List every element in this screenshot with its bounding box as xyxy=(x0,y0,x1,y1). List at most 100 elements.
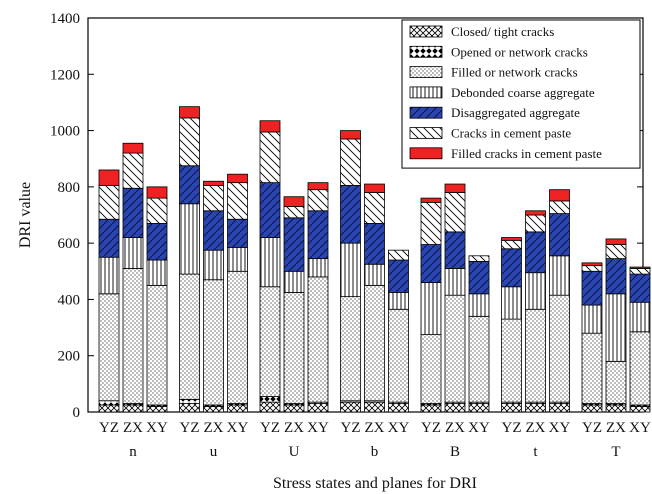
bar-segment xyxy=(468,255,490,262)
x-tick-label: ZX xyxy=(606,420,626,436)
bar-segment xyxy=(179,106,200,119)
bar-segment xyxy=(444,403,466,413)
bar-segment xyxy=(227,182,248,220)
bar-segment xyxy=(259,182,281,238)
bar-segment xyxy=(420,197,442,203)
bar-segment xyxy=(444,268,466,296)
y-tick-label: 400 xyxy=(58,292,81,308)
group-label: U xyxy=(289,444,300,460)
bar-segment xyxy=(501,237,522,241)
bar-segment xyxy=(468,261,490,295)
bar-segment xyxy=(468,315,490,403)
bar-segment xyxy=(468,293,490,317)
bar-segment xyxy=(629,268,651,275)
group-label: T xyxy=(611,444,620,460)
bar-segment xyxy=(146,284,168,406)
x-tick-label: ZX xyxy=(284,420,304,436)
bar-segment xyxy=(259,120,281,133)
bar-segment xyxy=(420,244,442,283)
bar-segment xyxy=(581,270,603,306)
bar-segment xyxy=(227,173,248,184)
bar-segment xyxy=(364,401,385,413)
group-label: n xyxy=(129,444,137,460)
bar-segment xyxy=(227,246,248,272)
bar-segment xyxy=(525,231,546,274)
bar-segment xyxy=(581,265,603,272)
bar-segment xyxy=(340,185,361,244)
legend-label: Filled or network cracks xyxy=(451,65,578,80)
y-tick-label: 600 xyxy=(58,236,81,252)
bar-segment xyxy=(605,238,627,245)
legend-swatch xyxy=(409,45,443,58)
bar-segment xyxy=(605,293,627,362)
bar-segment xyxy=(98,400,120,406)
bar-segment xyxy=(259,286,281,397)
x-tick-label: XY xyxy=(468,420,490,436)
bar-segment xyxy=(581,262,603,267)
bar-segment xyxy=(203,279,224,406)
bar-segment xyxy=(525,210,546,216)
bar-segment xyxy=(340,401,361,413)
x-tick-label: ZX xyxy=(445,420,465,436)
bar-segment xyxy=(203,180,224,186)
bar-segment xyxy=(629,273,651,303)
y-axis-title: DRI value xyxy=(17,182,34,248)
bar-segment xyxy=(364,263,385,286)
bar-segment xyxy=(444,183,466,193)
group-label: b xyxy=(371,444,379,460)
bar-segment xyxy=(501,286,522,320)
legend-swatch xyxy=(409,127,443,139)
bar-segment xyxy=(122,404,144,413)
legend: Closed/ tight cracks Opened or network cr… xyxy=(401,19,641,169)
legend-label: Cracks in cement paste xyxy=(451,126,571,141)
bar-segment xyxy=(98,218,120,258)
bar-segment xyxy=(629,331,651,406)
bar-segment xyxy=(388,308,409,403)
bar-segment xyxy=(227,404,248,413)
bar-segment xyxy=(283,270,305,293)
bar-segment xyxy=(501,248,522,288)
bar-segment xyxy=(203,405,224,413)
bar-segment xyxy=(307,403,329,413)
legend-swatch xyxy=(409,86,443,99)
bar-segment xyxy=(122,237,144,269)
bar-segment xyxy=(307,210,329,260)
x-tick-label: YZ xyxy=(502,420,522,436)
bar-segment xyxy=(605,360,627,404)
bar-segment xyxy=(307,182,329,191)
bar-segment xyxy=(444,231,466,269)
bar-segment xyxy=(549,189,570,202)
bar-segment xyxy=(179,203,200,275)
legend-label: Debonded coarse aggregate xyxy=(451,85,595,100)
bar-segment xyxy=(146,259,168,286)
x-tick-label: YZ xyxy=(582,420,602,436)
x-tick-label: YZ xyxy=(421,420,441,436)
bar-segment xyxy=(227,270,248,404)
x-tick-label: XY xyxy=(307,420,329,436)
bar-segment xyxy=(340,296,361,402)
bar-segment xyxy=(525,214,546,233)
bar-segment xyxy=(98,404,120,413)
x-tick-label: XY xyxy=(629,420,651,436)
x-tick-label: XY xyxy=(227,420,249,436)
bar-segment xyxy=(364,192,385,224)
bar-segment xyxy=(388,259,409,293)
bar-segment xyxy=(340,138,361,186)
legend-swatch xyxy=(409,147,443,160)
bar-segment xyxy=(364,284,385,402)
bar-segment xyxy=(307,276,329,403)
x-axis-title: Stress states and planes for DRI xyxy=(273,475,477,492)
bar-segment xyxy=(549,294,570,403)
bar-segment xyxy=(388,249,409,261)
x-tick-label: YZ xyxy=(260,420,280,436)
bar-segment xyxy=(122,142,144,154)
bar-segment xyxy=(98,185,120,220)
y-tick-label: 0 xyxy=(73,405,81,421)
bar-segment xyxy=(525,308,546,403)
bar-segment xyxy=(259,396,281,403)
plot-area: 0 200 400 600 800 1000 1200 1400 DRI value Stress… xyxy=(17,11,651,492)
x-tick-label: ZX xyxy=(526,420,546,436)
bar-segment xyxy=(146,197,168,224)
x-tick-label: ZX xyxy=(365,420,385,436)
bar-segment xyxy=(605,244,627,260)
